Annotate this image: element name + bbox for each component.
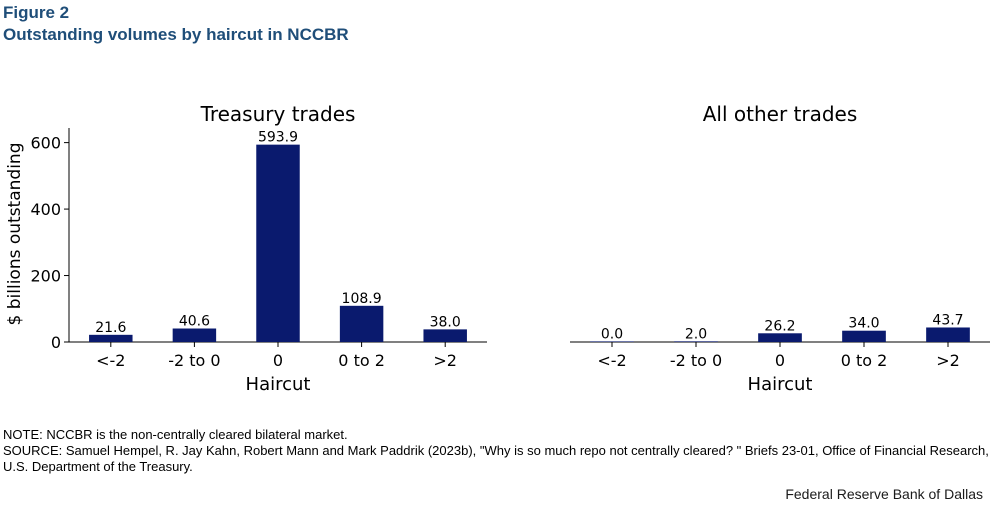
x-tick-label: 0 — [775, 351, 785, 370]
x-tick-label: -2 to 0 — [168, 351, 220, 370]
bar-value-label: 0.0 — [601, 326, 623, 342]
y-tick-label: 200 — [30, 267, 61, 286]
x-axis-label: Haircut — [748, 374, 813, 395]
bar-value-label: 2.0 — [685, 326, 707, 342]
y-axis-label: $ billions outstanding — [5, 143, 25, 326]
bar-value-label: 43.7 — [932, 312, 963, 328]
x-tick-label: 0 — [273, 351, 283, 370]
bar-value-label: 34.0 — [848, 316, 879, 332]
x-axis-label: Haircut — [246, 374, 311, 395]
panel-title: All other trades — [703, 102, 858, 126]
y-tick-label: 0 — [51, 333, 61, 352]
bar-value-label: 593.9 — [258, 130, 298, 146]
bar — [172, 328, 217, 342]
x-tick-label: <-2 — [96, 351, 125, 370]
bar — [758, 333, 802, 342]
credit-text: Federal Reserve Bank of Dallas — [785, 486, 983, 502]
note-text: NOTE: NCCBR is the non-centrally cleared… — [3, 427, 348, 442]
bar-value-label: 26.2 — [764, 318, 795, 334]
chart-canvas: Treasury trades 0 200 400 600 $ billions outs… — [5, 102, 990, 395]
bar — [256, 144, 300, 342]
x-tick-label: >2 — [936, 351, 960, 370]
x-tick-label: 0 to 2 — [841, 351, 888, 370]
figure-title: Outstanding volumes by haircut in NCCBR — [3, 25, 349, 44]
bar — [590, 341, 634, 342]
y-tick-label: 600 — [30, 134, 61, 153]
x-tick-label: -2 to 0 — [670, 351, 722, 370]
y-tick-label: 400 — [30, 200, 61, 219]
bar — [674, 341, 718, 342]
bar — [423, 329, 467, 342]
bar-value-label: 40.6 — [179, 314, 210, 330]
panel-title: Treasury trades — [200, 102, 356, 126]
x-tick-label: <-2 — [597, 351, 626, 370]
bar — [926, 327, 970, 342]
source-text: SOURCE: Samuel Hempel, R. Jay Kahn, Robe… — [3, 443, 989, 474]
bar — [339, 305, 384, 342]
x-tick-label: 0 to 2 — [338, 351, 385, 370]
x-tick-label: >2 — [433, 351, 457, 370]
bar — [89, 334, 133, 342]
bar — [842, 330, 886, 342]
bar-value-label: 38.0 — [430, 314, 461, 330]
bar-value-label: 108.9 — [342, 291, 382, 307]
bar-value-label: 21.6 — [95, 320, 126, 336]
figure-label: Figure 2 — [3, 3, 70, 22]
